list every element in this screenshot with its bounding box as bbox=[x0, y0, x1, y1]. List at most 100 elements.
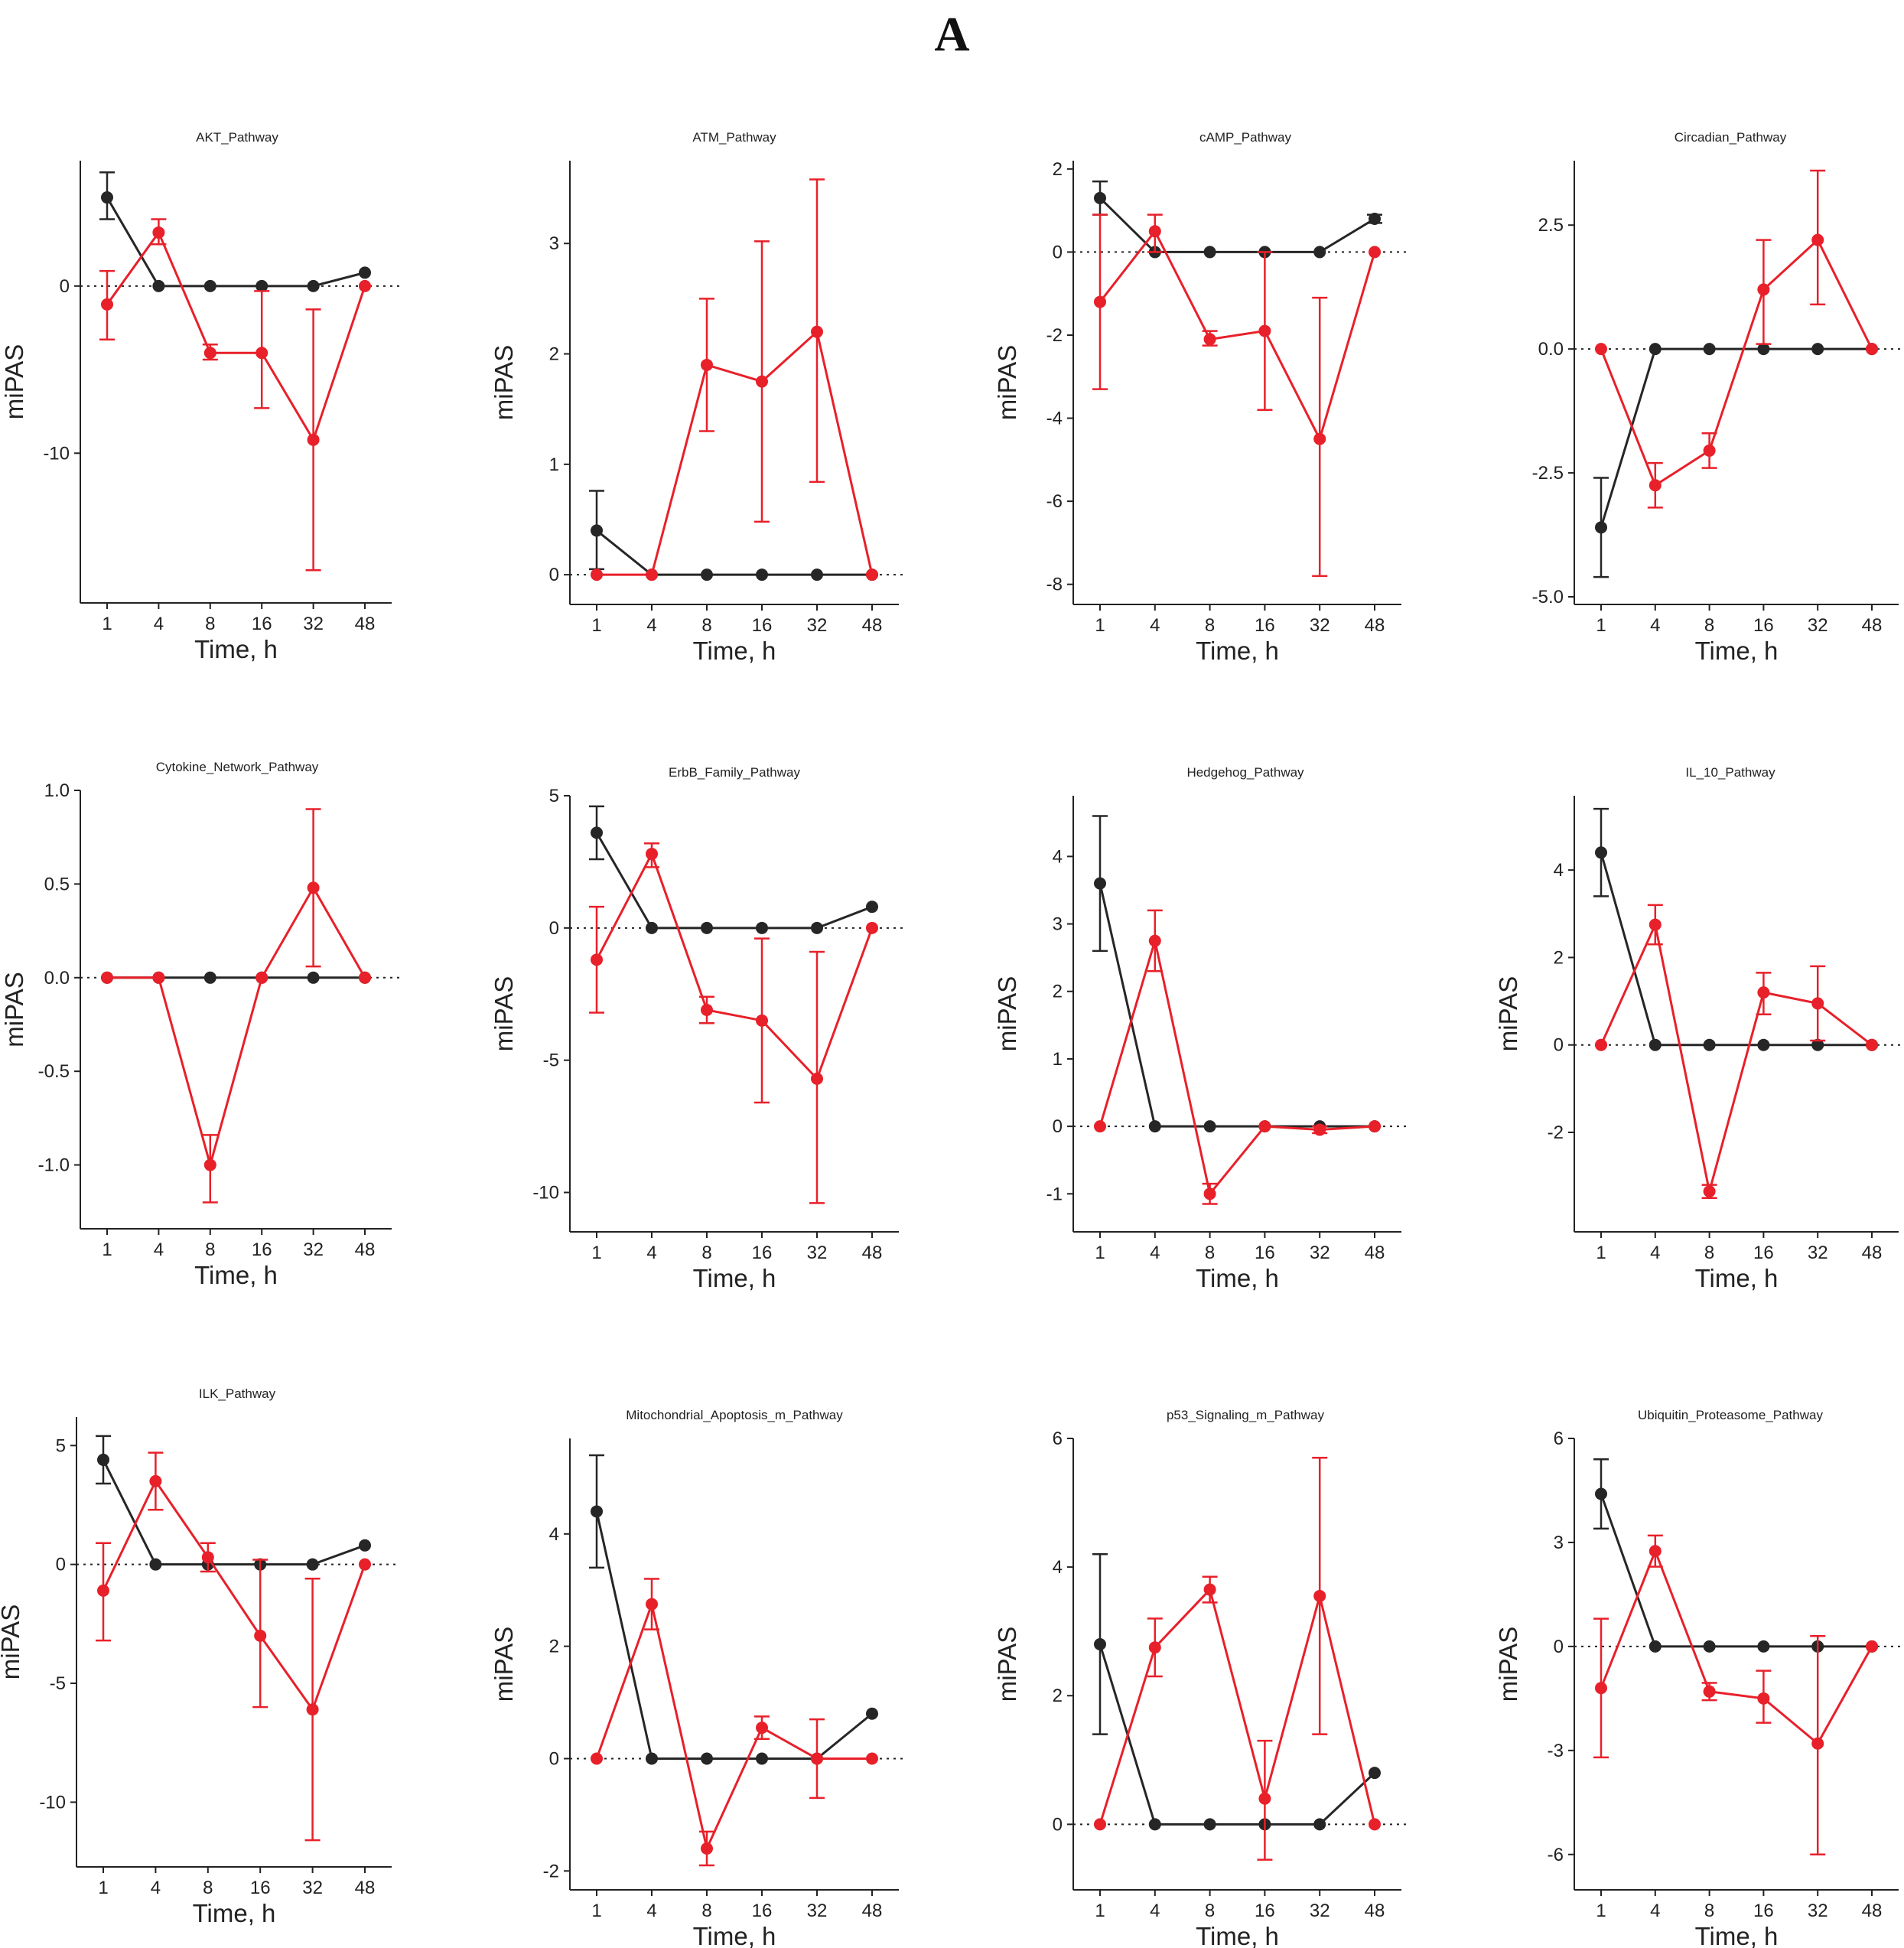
chart-panel: Mitochondrial_Apoptosis_m_Pathway 4 2 0 -2 1 4… bbox=[490, 1408, 906, 1948]
y-tick-label: 2 bbox=[549, 1637, 559, 1657]
y-tick-label: 3 bbox=[1554, 1533, 1564, 1553]
y-axis-label: miPAS bbox=[993, 1627, 1021, 1702]
x-tick-label: 16 bbox=[1753, 1901, 1774, 1921]
y-axis-label: miPAS bbox=[0, 972, 28, 1047]
data-point-red bbox=[152, 971, 165, 984]
x-axis-label: Time, h bbox=[194, 635, 278, 663]
data-point-red bbox=[1094, 1120, 1106, 1133]
data-point-black bbox=[1203, 246, 1216, 259]
data-point-red bbox=[811, 1072, 823, 1085]
y-tick-label: -3 bbox=[1548, 1741, 1564, 1761]
chart-title: ATM_Pathway bbox=[692, 130, 776, 145]
data-point-red bbox=[149, 1474, 162, 1487]
data-point-black bbox=[1649, 343, 1662, 356]
x-tick-label: 4 bbox=[154, 614, 164, 634]
y-tick-label: -1 bbox=[1046, 1184, 1063, 1204]
x-tick-label: 4 bbox=[151, 1878, 161, 1898]
data-point-red bbox=[1866, 1640, 1878, 1653]
data-point-red bbox=[756, 375, 768, 388]
x-tick-label: 16 bbox=[1255, 1243, 1275, 1263]
y-tick-label: 2.5 bbox=[1538, 215, 1564, 236]
data-point-black bbox=[1313, 1818, 1326, 1831]
y-tick-label: -6 bbox=[1046, 491, 1063, 512]
data-point-black bbox=[1811, 1038, 1824, 1051]
y-tick-label: -0.5 bbox=[38, 1061, 70, 1082]
data-point-red bbox=[1649, 479, 1662, 492]
data-point-black bbox=[359, 1539, 371, 1552]
data-point-black bbox=[1595, 521, 1607, 534]
data-point-black bbox=[1203, 1818, 1216, 1831]
y-axis-label: miPAS bbox=[993, 345, 1021, 420]
x-tick-label: 4 bbox=[646, 1243, 656, 1263]
series-line-black bbox=[1098, 883, 1375, 1128]
data-point-black bbox=[866, 1707, 878, 1720]
series-line-red bbox=[1098, 229, 1376, 442]
y-axis-label: miPAS bbox=[490, 1627, 518, 1702]
data-point-black bbox=[1757, 1038, 1770, 1051]
data-point-red bbox=[866, 568, 878, 581]
x-tick-label: 16 bbox=[250, 1878, 271, 1898]
series-line-black bbox=[1600, 347, 1872, 528]
y-tick-label: 1 bbox=[549, 454, 559, 475]
y-tick-label: 4 bbox=[1053, 846, 1063, 867]
data-point-red bbox=[591, 953, 603, 966]
series-line-red bbox=[1098, 1587, 1376, 1825]
y-axis-label: miPAS bbox=[0, 344, 28, 419]
series-line-red bbox=[595, 851, 874, 1081]
data-point-red bbox=[1866, 343, 1878, 356]
data-point-red bbox=[1757, 986, 1770, 999]
data-point-red bbox=[306, 1703, 319, 1716]
y-tick-label: 4 bbox=[1554, 860, 1564, 881]
y-tick-label: 0 bbox=[549, 1748, 559, 1769]
data-point-black bbox=[1595, 846, 1607, 859]
data-point-red bbox=[1094, 1818, 1106, 1831]
data-point-red bbox=[101, 971, 113, 984]
data-point-black bbox=[1703, 343, 1716, 356]
data-point-red bbox=[701, 1004, 713, 1016]
data-point-black bbox=[255, 279, 269, 292]
series-line-black bbox=[1098, 1643, 1376, 1826]
data-point-red bbox=[646, 1598, 658, 1611]
series-line-red bbox=[102, 1478, 366, 1712]
x-tick-label: 16 bbox=[1753, 1243, 1774, 1263]
x-axis-label: Time, h bbox=[693, 1264, 776, 1292]
x-tick-label: 48 bbox=[1862, 1243, 1883, 1263]
x-tick-label: 1 bbox=[591, 1901, 601, 1921]
data-point-red bbox=[811, 1752, 823, 1765]
x-tick-label: 32 bbox=[303, 614, 324, 634]
y-tick-label: 0 bbox=[1554, 1035, 1564, 1056]
x-tick-label: 4 bbox=[154, 1239, 164, 1260]
y-tick-label: -5 bbox=[50, 1673, 66, 1694]
x-tick-label: 1 bbox=[102, 614, 112, 634]
x-tick-label: 16 bbox=[752, 615, 773, 636]
series-line-black bbox=[596, 529, 872, 576]
data-point-red bbox=[1258, 324, 1271, 337]
y-tick-label: -4 bbox=[1046, 409, 1063, 429]
y-tick-label: -2 bbox=[543, 1861, 559, 1881]
series-line-red bbox=[107, 885, 366, 1170]
y-axis-label: miPAS bbox=[1494, 976, 1522, 1051]
data-point-black bbox=[646, 1752, 658, 1765]
y-tick-label: 2 bbox=[1053, 982, 1063, 1002]
chart-title: p53_Signaling_m_Pathway bbox=[1167, 1408, 1325, 1422]
y-tick-label: -5.0 bbox=[1532, 587, 1564, 608]
data-point-red bbox=[1203, 1583, 1216, 1596]
x-tick-label: 48 bbox=[355, 614, 376, 634]
x-tick-label: 32 bbox=[807, 1901, 828, 1921]
series-line-black bbox=[1600, 852, 1872, 1047]
y-tick-label: 2 bbox=[1554, 947, 1564, 968]
y-tick-label: 4 bbox=[1053, 1557, 1063, 1578]
data-point-red bbox=[1595, 1682, 1607, 1695]
data-point-red bbox=[701, 1842, 713, 1855]
data-point-black bbox=[811, 568, 823, 581]
data-point-black bbox=[646, 921, 658, 934]
y-tick-label: -2.5 bbox=[1532, 463, 1564, 484]
series-line-black bbox=[106, 197, 366, 288]
x-tick-label: 32 bbox=[807, 615, 828, 636]
data-point-red bbox=[1811, 1737, 1824, 1750]
